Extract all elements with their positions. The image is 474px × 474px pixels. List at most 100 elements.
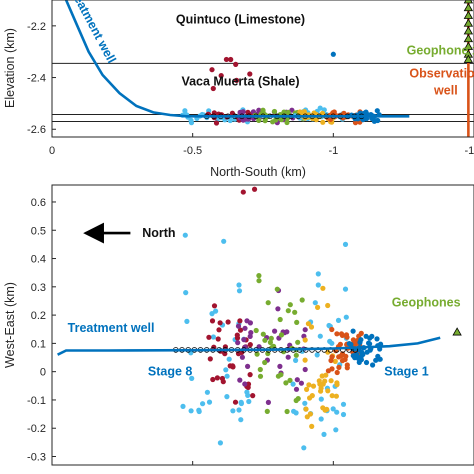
bottom-event-point — [226, 356, 232, 362]
bottom-event-point — [200, 401, 206, 407]
bottom-event-point — [292, 309, 298, 315]
bottom-event-point — [293, 397, 299, 404]
top-event-point — [374, 108, 380, 114]
bottom-event-point — [214, 375, 220, 381]
bottom-event-point — [219, 375, 225, 382]
bottom-event-point — [223, 367, 229, 373]
geophone-marker — [463, 18, 474, 27]
top-axes-box — [51, 0, 474, 138]
bottom-event-point — [350, 328, 356, 334]
bottom-event-point — [182, 232, 188, 238]
bottom-event-point — [272, 328, 278, 334]
bottom-y-tick-label: 0.4 — [31, 254, 46, 266]
bottom-event-point — [211, 303, 218, 309]
bottom-event-point — [356, 359, 362, 365]
bottom-event-point — [338, 353, 344, 359]
bottom-event-point — [188, 408, 194, 414]
bottom-event-point — [298, 380, 304, 386]
top-event-point — [218, 73, 224, 79]
top-event-point — [330, 51, 336, 57]
bottom-event-point — [290, 381, 296, 387]
top-event-point — [209, 67, 215, 73]
bottom-event-point — [247, 320, 253, 326]
bottom-event-point — [275, 306, 281, 312]
top-event-point — [228, 56, 234, 63]
top-x-tick-label: -1 — [328, 145, 338, 157]
top-event-point — [188, 117, 194, 123]
bottom-event-point — [247, 342, 253, 348]
bottom-axes-box — [51, 184, 474, 466]
bottom-event-point — [337, 341, 343, 347]
bottom-event-point — [325, 302, 331, 309]
bottom-event-point — [247, 333, 253, 339]
bottom-event-point — [265, 300, 271, 306]
bottom-event-point — [283, 380, 289, 386]
bottom-event-point — [257, 366, 263, 373]
bottom-event-point — [204, 389, 210, 395]
bottom-y-tick-label: -0.3 — [27, 452, 46, 464]
top-annotation: Observation — [409, 67, 474, 81]
bottom-event-point — [302, 337, 308, 343]
bottom-event-point — [224, 394, 230, 400]
geophone-marker — [463, 54, 474, 63]
bottom-y-tick-label: 0.2 — [31, 310, 46, 322]
bottom-event-point — [338, 331, 345, 337]
bottom-event-point — [302, 327, 308, 333]
bottom-event-point — [242, 381, 248, 387]
bottom-event-point — [309, 423, 315, 429]
geophone-marker — [463, 33, 474, 43]
bottom-event-point — [184, 318, 190, 324]
bottom-event-point — [306, 382, 312, 388]
top-event-point — [227, 117, 233, 124]
bottom-event-point — [334, 331, 340, 337]
bottom-y-tick-label: 0.1 — [31, 338, 46, 350]
bottom-event-point — [317, 333, 323, 339]
bottom-event-point — [293, 357, 299, 363]
bottom-scatter-points — [173, 186, 384, 451]
top-x-tick-label: -1.5 — [465, 145, 474, 157]
top-event-point — [234, 77, 240, 83]
bottom-event-point — [237, 327, 244, 333]
bottom-event-point — [284, 329, 290, 335]
bottom-y-tick-label: -0.1 — [27, 395, 46, 407]
bottom-event-point — [245, 392, 251, 398]
bottom-event-point — [329, 393, 335, 399]
bottom-tick-marks: 0.6 0.5 0.4 0.3 0.2 0.1 0 -0.1 -0.2 -0.3 — [27, 197, 474, 465]
top-event-point — [210, 85, 216, 92]
top-event-point — [223, 56, 230, 63]
bottom-event-point — [224, 373, 230, 379]
bottom-event-point — [210, 334, 216, 340]
bottom-event-point — [343, 353, 349, 359]
bottom-event-point — [344, 365, 350, 371]
bottom-event-point — [370, 362, 376, 368]
bottom-event-point — [340, 401, 347, 407]
bottom-event-point — [319, 373, 325, 379]
bottom-event-point — [238, 400, 244, 407]
bottom-event-point — [238, 417, 244, 423]
top-annotations: Quintuco (Limestone)Vaca Muerta (Shale)T… — [66, 0, 474, 97]
bottom-event-point — [247, 372, 253, 378]
geophone-marker — [463, 26, 474, 35]
top-y-tick-label: -2.2 — [27, 21, 46, 33]
bottom-event-point — [237, 318, 243, 324]
top-event-point — [317, 105, 323, 111]
bottom-event-point — [262, 359, 268, 366]
bottom-event-point — [277, 316, 283, 323]
bottom-event-point — [245, 381, 252, 387]
top-event-point — [297, 109, 303, 115]
bottom-event-point — [239, 354, 245, 360]
bottom-event-point — [342, 241, 349, 247]
bottom-event-point — [312, 300, 318, 306]
bottom-event-point — [318, 396, 324, 402]
bottom-event-point — [302, 366, 308, 373]
bottom-event-point — [256, 273, 262, 279]
bottom-event-point — [367, 341, 373, 347]
bottom-event-point — [309, 393, 315, 399]
bottom-event-point — [196, 408, 202, 415]
geophone-marker — [463, 10, 474, 19]
bottom-event-point — [264, 408, 270, 414]
bottom-event-point — [307, 411, 313, 417]
top-x-tick-label: -0.5 — [183, 145, 202, 157]
bottom-event-point — [267, 339, 273, 345]
top-event-point — [285, 109, 291, 115]
